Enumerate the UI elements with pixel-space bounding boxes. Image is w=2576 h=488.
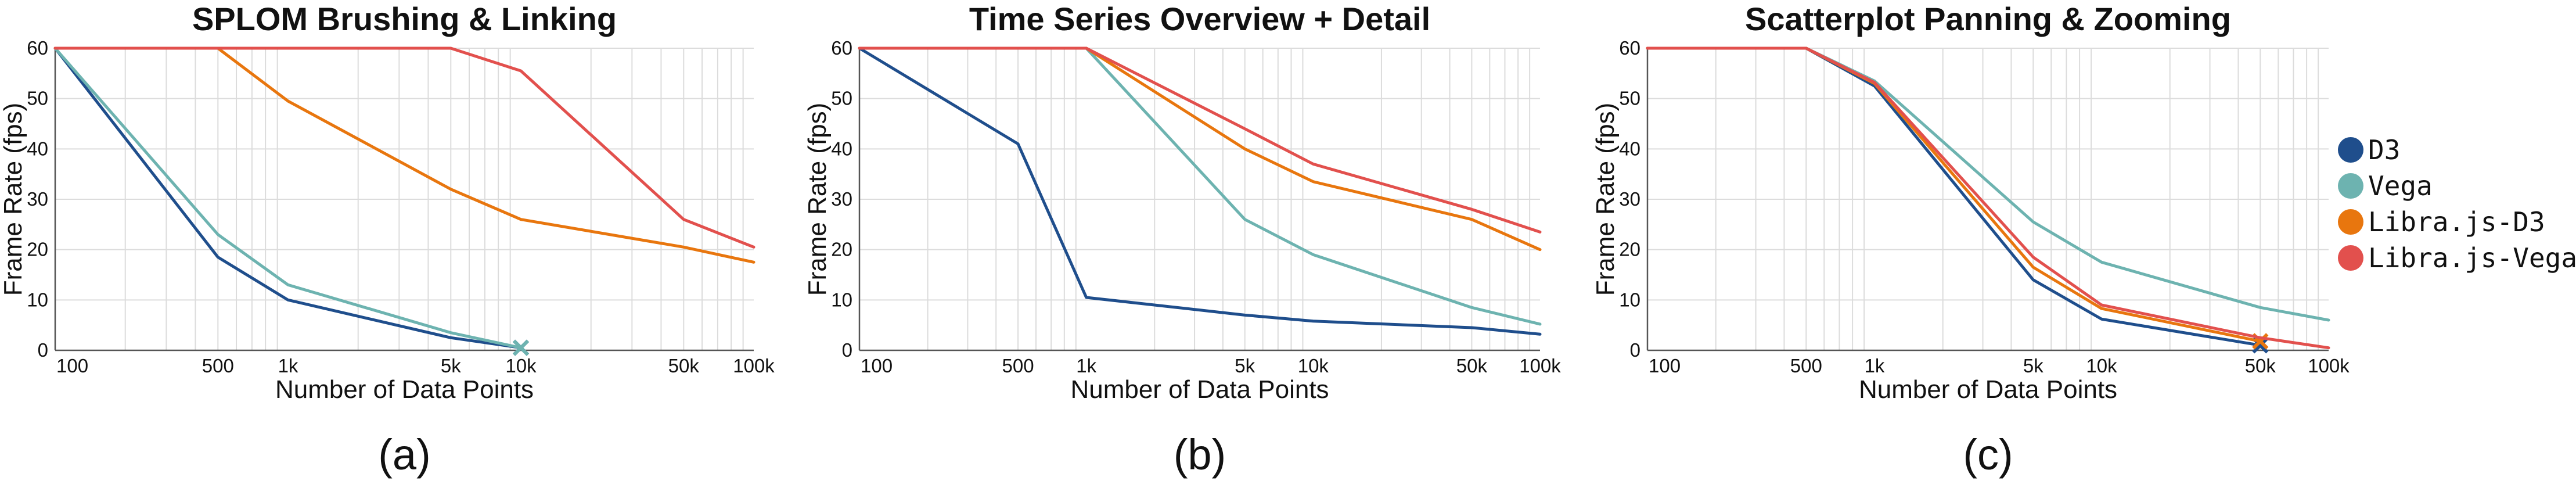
chart-panel-2: 0 10 20 30 40 50 60 100 500 1k 5k 10k 50k 100k Time Se… [803,1,1561,479]
chart-title: Time Series Overview + Detail [969,1,1430,37]
series-line-librajs-d3 [53,46,755,264]
series-line-librajs-vega [53,46,755,249]
marker-stroke [512,339,530,356]
legend-label: Vega [2368,170,2433,202]
y-axis-label: Frame Rate (fps) [803,103,832,296]
series-line-d3 [1646,46,2262,347]
x-tick-label: 50k [2245,355,2276,376]
legend-swatch-icon [2338,137,2363,163]
y-tick-label: 0 [38,339,48,361]
legend: D3 Vega Libra.js-D3 Libra.js-Vega [2338,134,2576,274]
y-tick-label: 10 [27,289,48,310]
x-tick-label: 1k [278,355,298,376]
legend-item: Libra.js-D3 [2338,206,2545,238]
legend-label: D3 [2368,134,2400,166]
legend-swatch-icon [2338,173,2363,199]
y-tick-label: 0 [1630,339,1640,361]
y-axis-label: Frame Rate (fps) [0,103,27,296]
x-tick-label: 100k [733,355,775,376]
y-axis-label: Frame Rate (fps) [1591,103,1620,296]
x-tick-label: 1k [1865,355,1885,376]
x-tick-label: 10k [505,355,537,376]
x-axis-label: Number of Data Points [1070,375,1329,404]
x-tick-label: 5k [1235,355,1255,376]
y-tick-label: 50 [831,88,852,109]
y-tick-label: 20 [831,239,852,260]
y-tick-label: 30 [831,188,852,210]
x-axis-label: Number of Data Points [275,375,534,404]
series-line-d3 [858,46,1542,336]
series-line-vega [53,46,523,350]
y-tick-label: 50 [1619,88,1640,109]
x-tick-label: 500 [202,355,234,376]
x-tick-label: 50k [668,355,700,376]
x-axis-label: Number of Data Points [1859,375,2117,404]
x-tick-label: 5k [441,355,461,376]
chart-title: Scatterplot Panning & Zooming [1745,1,2231,37]
x-tick-label: 500 [1002,355,1034,376]
x-tick-label: 100 [861,355,893,376]
panel-label: (c) [1963,430,2013,479]
y-tick-label: 20 [1619,239,1640,260]
y-tick-label: 10 [1619,289,1640,310]
y-tick-label: 60 [831,37,852,59]
series-line-librajs-d3 [1646,46,2262,343]
x-tick-label: 50k [1456,355,1488,376]
panel-label: (a) [378,430,430,479]
chart-panel-3: 0 10 20 30 40 50 60 100 500 1k 5k 10k 50k 100k Scatter… [1591,1,2350,479]
x-tick-label: 100 [1649,355,1681,376]
y-tick-label: 10 [831,289,852,310]
chart-panel-1: 0 10 20 30 40 50 60 100 500 1k 5k 10k 50k 100k SPLOM B… [0,1,775,479]
y-tick-label: 40 [1619,138,1640,159]
panel-label: (b) [1174,430,1226,479]
legend-item: Libra.js-Vega [2338,242,2576,274]
marker-stroke [2252,333,2269,350]
x-tick-label: 10k [2086,355,2117,376]
series-line-d3 [53,46,523,350]
x-tick-label: 100k [1519,355,1561,376]
y-tick-label: 0 [842,339,852,361]
x-tick-label: 5k [2023,355,2043,376]
legend-label: Libra.js-D3 [2368,206,2545,238]
y-tick-label: 20 [27,239,48,260]
legend-item: D3 [2338,134,2400,166]
series-line-vega [1646,46,2330,322]
x-tick-label: 100k [2308,355,2350,376]
x-tick-label: 1k [1076,355,1096,376]
series-end-x-marker [512,339,530,356]
marker-stroke [2252,337,2269,354]
x-tick-label: 10k [1298,355,1329,376]
series-line-librajs-vega [1646,46,2330,350]
series-line-vega [858,46,1542,326]
y-tick-label: 60 [27,37,48,59]
y-tick-label: 40 [27,138,48,159]
y-tick-label: 30 [1619,188,1640,210]
x-tick-label: 100 [56,355,88,376]
y-tick-label: 30 [27,188,48,210]
chart-title: SPLOM Brushing & Linking [192,1,617,37]
y-tick-label: 60 [1619,37,1640,59]
y-tick-label: 40 [831,138,852,159]
legend-label: Libra.js-Vega [2368,242,2576,274]
x-tick-label: 500 [1790,355,1822,376]
legend-swatch-icon [2338,245,2363,271]
legend-swatch-icon [2338,209,2363,235]
y-tick-label: 50 [27,88,48,109]
legend-item: Vega [2338,170,2433,202]
series-line-librajs-vega [858,46,1542,234]
